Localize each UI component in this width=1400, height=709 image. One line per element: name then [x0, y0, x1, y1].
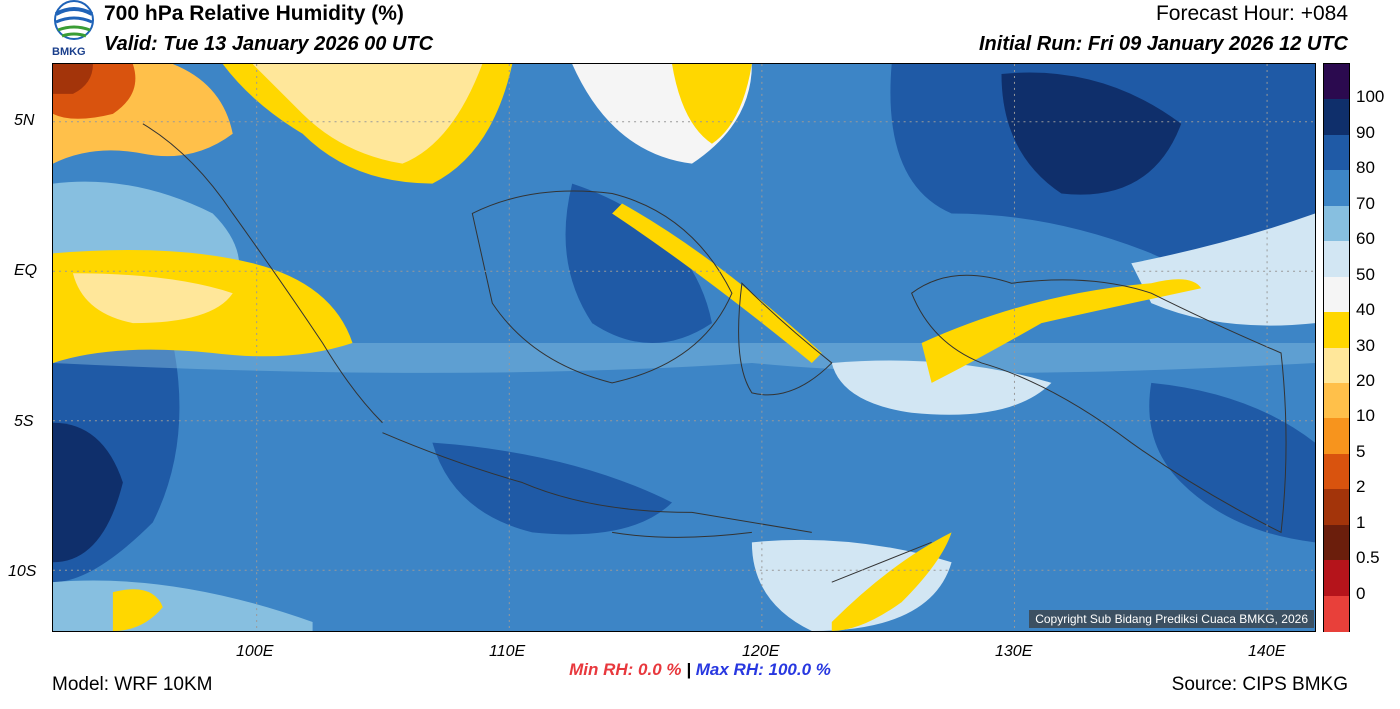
copyright-notice: Copyright Sub Bidang Prediksi Cuaca BMKG…: [1029, 610, 1314, 628]
lon-label-120e: 120E: [742, 643, 780, 660]
coastlines: [142, 123, 1287, 583]
colorbar-label: 20: [1356, 370, 1375, 390]
lat-label-5n: 5N: [14, 112, 35, 129]
colorbar-segment: [1324, 453, 1349, 490]
lat-label-10s: 10S: [8, 563, 37, 580]
colorbar-segment: [1324, 418, 1349, 455]
lon-label-100e: 100E: [236, 643, 274, 660]
colorbar-segment: [1324, 560, 1349, 597]
colorbar-segment: [1324, 524, 1349, 561]
colorbar-label: 1: [1356, 512, 1366, 532]
initial-run: Initial Run: Fri 09 January 2026 12 UTC: [978, 33, 1348, 55]
colorbar-segment: [1324, 595, 1349, 632]
model-label: Model: WRF 10KM: [52, 674, 213, 695]
colorbar-segment: [1324, 205, 1349, 242]
colorbar-label: 70: [1356, 193, 1375, 213]
lon-label-110e: 110E: [489, 643, 526, 660]
colorbar-segment: [1324, 382, 1349, 419]
colorbar-label: 30: [1356, 335, 1375, 355]
colorbar-label: 90: [1356, 122, 1375, 142]
lat-label-eq: EQ: [14, 262, 38, 279]
rh-stats: Min RH: 0.0 % | Max RH: 100.0 %: [0, 660, 1400, 680]
source-label: Source: CIPS BMKG: [1171, 674, 1348, 695]
logo-text: BMKG: [52, 46, 86, 58]
colorbar-segment: [1324, 64, 1349, 100]
min-rh-label: Min RH:: [569, 660, 634, 679]
colorbar-label: 10: [1356, 406, 1375, 426]
colorbar-segment: [1324, 99, 1349, 136]
colorbar-segment: [1324, 241, 1349, 278]
humidity-field: [53, 64, 1315, 631]
humidity-map[interactable]: [52, 63, 1316, 632]
colorbar-segment: [1324, 347, 1349, 384]
min-rh-value: 0.0 %: [638, 660, 682, 679]
stats-separator: |: [686, 660, 692, 679]
colorbar-label: 80: [1356, 158, 1375, 178]
valid-time: Valid: Tue 13 January 2026 00 UTC: [104, 33, 434, 55]
colorbar-label: 100: [1356, 87, 1385, 107]
bmkg-logo: [54, 0, 94, 40]
lat-label-5s: 5S: [14, 413, 34, 430]
colorbar-segment: [1324, 489, 1349, 526]
lon-label-130e: 130E: [995, 643, 1033, 660]
colorbar-segment: [1324, 170, 1349, 207]
colorbar-segment: [1324, 312, 1349, 348]
colorbar-label: 0: [1356, 583, 1366, 603]
colorbar-label: 2: [1356, 477, 1366, 497]
colorbar-segment: [1324, 276, 1349, 313]
gridlines: [53, 64, 1315, 631]
forecast-hour: Forecast Hour: +084: [1155, 2, 1348, 25]
max-rh-label: Max RH:: [695, 660, 764, 679]
colorbar-segment: [1324, 134, 1349, 171]
colorbar: [1323, 63, 1350, 632]
map-title: 700 hPa Relative Humidity (%): [104, 2, 404, 25]
colorbar-label: 0.5: [1356, 548, 1380, 568]
colorbar-label: 40: [1356, 300, 1375, 320]
colorbar-label: 50: [1356, 264, 1375, 284]
lon-label-140e: 140E: [1248, 643, 1286, 660]
colorbar-label: 5: [1356, 441, 1366, 461]
max-rh-value: 100.0 %: [768, 660, 831, 679]
colorbar-label: 60: [1356, 229, 1375, 249]
